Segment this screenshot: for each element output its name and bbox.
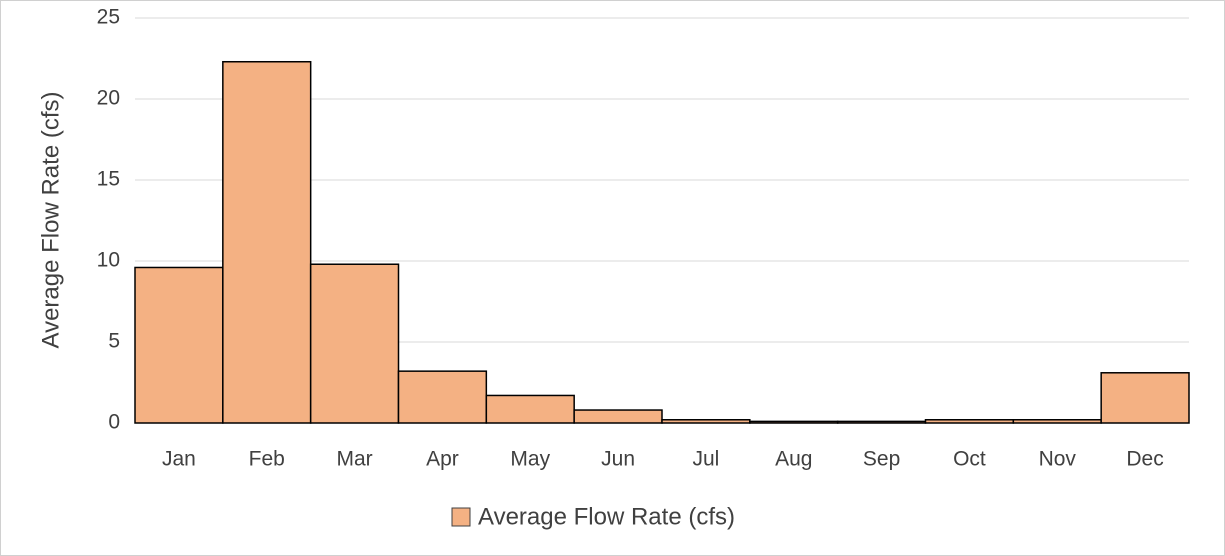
y-tick-label: 5 [108,330,120,353]
bar [749,420,839,424]
y-axis-label: Average Flow Rate (cfs) [37,92,64,349]
bar [1012,419,1102,424]
y-tick-label: 20 [97,87,120,110]
x-tick-label: Feb [249,448,285,471]
bar [1100,372,1190,424]
bar [836,420,927,424]
x-tick-label: Mar [336,448,372,471]
y-tick-label: 0 [108,411,120,434]
legend-label: Average Flow Rate (cfs) [478,503,735,530]
bar [309,263,400,424]
bar [397,370,488,424]
bar [134,266,224,424]
x-tick-label: Sep [863,448,900,471]
x-tick-label: Oct [953,448,986,471]
x-tick-label: Dec [1126,448,1163,471]
x-tick-label: Jul [692,448,719,471]
y-tick-label: 10 [97,249,120,272]
y-tick-label: 25 [97,6,120,29]
y-tick-label: 15 [97,168,120,191]
bar [573,409,663,424]
x-tick-label: Nov [1039,448,1077,471]
x-tick-label: Jan [162,448,196,471]
x-tick-label: Apr [426,448,459,471]
x-tick-label: Jun [601,448,635,471]
x-tick-label: May [510,448,550,471]
bar [222,60,312,424]
bar [924,419,1015,424]
legend-swatch [451,507,471,527]
bar [661,419,751,424]
bar [485,394,575,424]
x-tick-label: Aug [775,448,812,471]
